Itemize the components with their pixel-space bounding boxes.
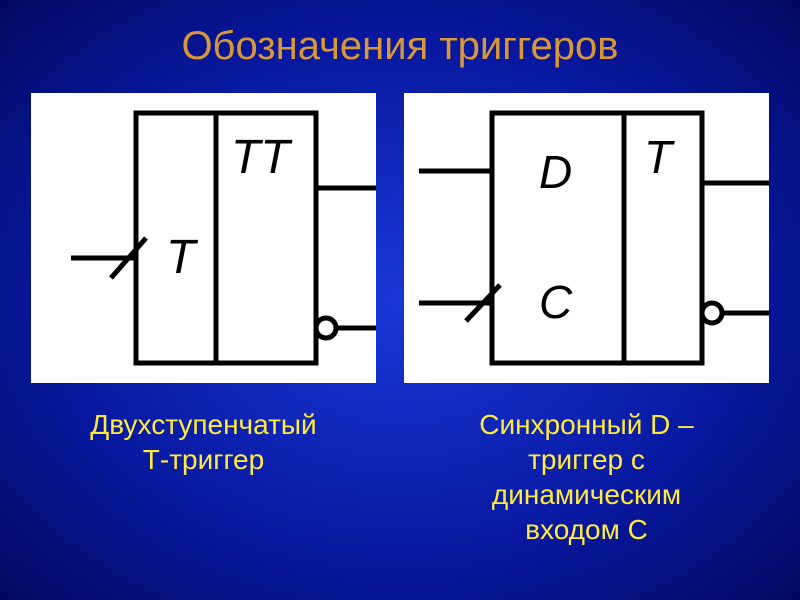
caption-left-line1: Двухступенчатый (90, 409, 316, 440)
page-title: Обозначения триггеров (0, 0, 800, 69)
diagram-t-trigger: TTT (31, 93, 376, 383)
svg-text:T: T (644, 131, 675, 183)
svg-text:C: C (539, 276, 573, 328)
svg-t-trigger: TTT (31, 93, 376, 383)
panel-right: D T C Синхронный D – триггер с динамически… (404, 93, 769, 547)
caption-right-line4: входом С (525, 514, 648, 545)
panels-row: TTT Двухступенчатый Т-триггер DTC Синхро… (0, 93, 800, 547)
caption-right-line1: Синхронный D – (479, 409, 694, 440)
svg-text:TT: TT (231, 131, 293, 184)
caption-right: Синхронный D – триггер с динамическим вх… (479, 407, 694, 547)
caption-right-line3: динамическим (492, 479, 681, 510)
caption-left-line2: Т-триггер (143, 444, 264, 475)
svg-text:T: T (166, 231, 199, 284)
svg-d-trigger: D T C (404, 93, 769, 383)
panel-left: TTT Двухступенчатый Т-триггер (31, 93, 376, 547)
svg-text:D: D (539, 146, 572, 198)
caption-left: Двухступенчатый Т-триггер (90, 407, 316, 477)
caption-right-line2: триггер с (528, 444, 645, 475)
diagram-d-trigger: D T C (404, 93, 769, 383)
